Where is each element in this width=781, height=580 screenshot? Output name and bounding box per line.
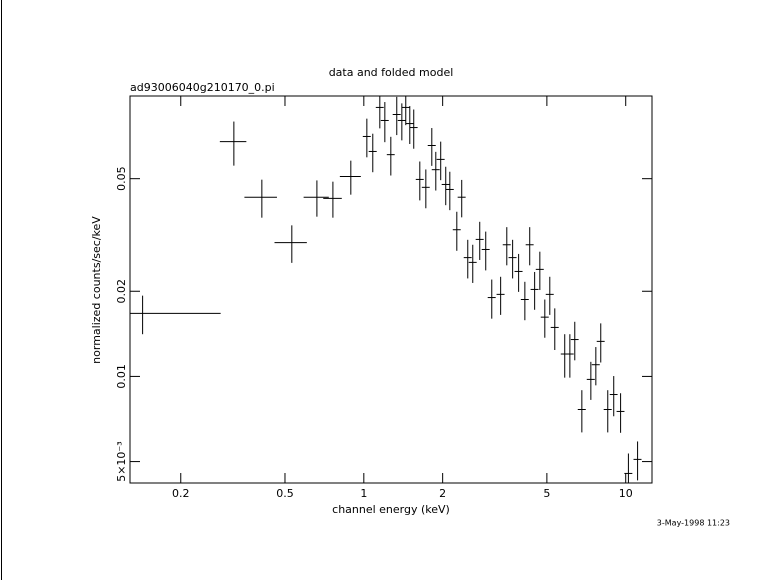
y-tick-label: 5×10⁻³ bbox=[115, 441, 128, 481]
y-axis-label: normalized counts/sec/keV bbox=[90, 216, 103, 364]
plot-frame bbox=[129, 95, 653, 484]
y-tick-label: 0.01 bbox=[115, 364, 128, 389]
x-tick-label: 10 bbox=[619, 487, 633, 500]
y-tick-label: 0.02 bbox=[115, 279, 128, 304]
timestamp: 3-May-1998 11:23 bbox=[657, 519, 730, 528]
x-tick-label: 0.5 bbox=[276, 487, 294, 500]
y-tick-label: 0.05 bbox=[115, 166, 128, 191]
chart-subtitle: ad93006040g210170_0.pi bbox=[130, 81, 275, 94]
x-tick-label: 1 bbox=[360, 487, 367, 500]
x-tick-label: 5 bbox=[543, 487, 550, 500]
x-tick-label: 2 bbox=[439, 487, 446, 500]
x-axis-label: channel energy (keV) bbox=[332, 503, 450, 516]
plot-area bbox=[130, 96, 642, 483]
chart-title: data and folded model bbox=[329, 66, 454, 79]
x-tick-label: 0.2 bbox=[172, 487, 190, 500]
